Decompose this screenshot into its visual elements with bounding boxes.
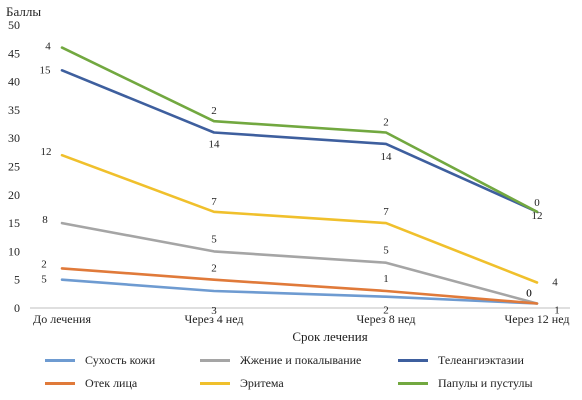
data-label: 0 <box>526 287 532 299</box>
legend-label: Жжение и покалывание <box>240 353 362 367</box>
legend-label: Папулы и пустулы <box>438 376 533 390</box>
data-label: 2 <box>211 105 217 117</box>
legend-item: Эритема <box>200 376 284 391</box>
y-tick-label: 30 <box>8 131 20 145</box>
data-label: 1 <box>554 304 560 316</box>
data-label: 2 <box>41 258 47 270</box>
y-tick-label: 50 <box>8 18 20 32</box>
legend-swatch <box>45 382 75 385</box>
series-lines <box>60 46 539 305</box>
x-tick-label: До лечения <box>33 312 91 326</box>
data-label: 12 <box>532 210 543 222</box>
y-tick-label: 25 <box>8 160 20 174</box>
legend-label: Эритема <box>240 376 284 390</box>
data-label: 3 <box>211 305 217 317</box>
series-line <box>60 278 539 305</box>
series-line <box>60 46 539 214</box>
legend-item: Отек лица <box>45 376 137 391</box>
data-label: 1 <box>383 273 389 285</box>
legend: Сухость кожи Жжение и покалывание Телеанги… <box>0 350 582 400</box>
y-tick-label: 5 <box>14 273 20 287</box>
data-label: 5 <box>41 274 47 286</box>
data-label: 0 <box>534 197 540 209</box>
y-axis-title: Баллы <box>6 4 41 19</box>
legend-item: Сухость кожи <box>45 353 155 368</box>
data-label: 14 <box>381 151 393 163</box>
y-tick-label: 0 <box>14 301 20 315</box>
data-label: 5 <box>211 233 217 245</box>
legend-item: Папулы и пустулы <box>398 376 533 391</box>
legend-label: Телеангиэктазии <box>438 353 524 367</box>
series-line <box>60 221 539 305</box>
x-tick-label: Через 12 нед <box>504 312 569 326</box>
data-label: 14 <box>209 139 221 151</box>
legend-label: Сухость кожи <box>85 353 156 367</box>
y-tick-label: 20 <box>8 188 20 202</box>
data-label: 4 <box>45 41 51 53</box>
data-label: 15 <box>40 64 52 76</box>
legend-label: Отек лица <box>85 376 138 390</box>
data-label: 0 <box>526 287 532 299</box>
y-tick-label: 10 <box>8 244 20 258</box>
y-tick-label: 45 <box>8 46 20 60</box>
x-tick-label: Через 4 нед <box>184 312 243 326</box>
data-label: 2 <box>211 263 217 275</box>
x-axis-ticks: До лечения Через 4 нед Через 8 нед Через 12… <box>33 312 569 326</box>
data-label: 2 <box>383 305 389 317</box>
y-tick-label: 15 <box>8 216 20 230</box>
series-line <box>60 69 539 214</box>
legend-swatch <box>398 359 428 362</box>
data-label: 8 <box>42 214 48 226</box>
data-label: 7 <box>383 206 389 218</box>
legend-swatch <box>200 382 230 385</box>
y-tick-label: 40 <box>8 75 20 89</box>
legend-swatch <box>200 359 230 362</box>
y-axis-ticks: 0 5 10 15 20 25 30 35 40 45 50 <box>8 18 20 315</box>
series-line <box>60 153 539 284</box>
legend-item: Телеангиэктазии <box>398 353 524 368</box>
data-label: 12 <box>41 146 52 158</box>
legend-swatch <box>45 359 75 362</box>
legend-swatch <box>398 382 428 385</box>
data-label: 4 <box>552 277 558 289</box>
x-tick-label: Через 8 нед <box>356 312 415 326</box>
data-label: 2 <box>383 117 389 129</box>
x-axis-title: Срок лечения <box>292 329 367 344</box>
y-tick-label: 35 <box>8 103 20 117</box>
series-line <box>60 267 539 305</box>
legend-item: Жжение и покалывание <box>200 353 361 368</box>
data-label: 5 <box>383 245 389 257</box>
data-label: 7 <box>211 196 217 208</box>
